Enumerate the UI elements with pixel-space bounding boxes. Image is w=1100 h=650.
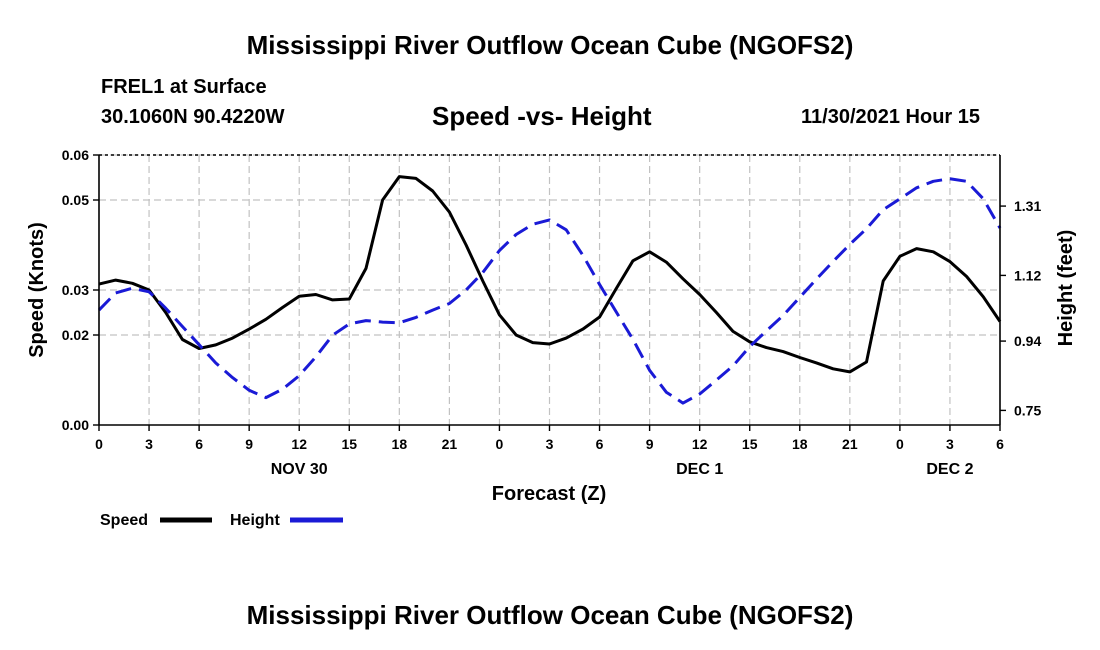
footer-title: Mississippi River Outflow Ocean Cube (NG… (246, 600, 854, 630)
x-tick-label: 9 (245, 436, 253, 452)
station-coordinates: 30.1060N 90.4220W (101, 106, 285, 128)
x-day-label: DEC 1 (676, 461, 723, 478)
main-title: Mississippi River Outflow Ocean Cube (NG… (246, 30, 854, 60)
y-tick-label: 0.03 (62, 282, 89, 298)
x-tick-label: 12 (291, 436, 307, 452)
station-label: FREL1 at Surface (101, 76, 267, 98)
y2-tick-label: 1.12 (1014, 267, 1041, 283)
y2-tick-label: 1.31 (1014, 198, 1041, 214)
chart-title: Speed -vs- Height (432, 101, 652, 131)
x-axis-title: Forecast (Z) (492, 483, 606, 505)
x-tick-label: 0 (95, 436, 103, 452)
x-tick-label: 21 (442, 436, 458, 452)
x-tick-label: 3 (145, 436, 153, 452)
y-tick-label: 0.02 (62, 327, 89, 343)
x-tick-label: 12 (692, 436, 708, 452)
x-tick-label: 15 (742, 436, 758, 452)
legend-label-height: Height (230, 512, 280, 529)
legend-label-speed: Speed (100, 512, 148, 529)
x-tick-label: 0 (896, 436, 904, 452)
x-tick-label: 15 (341, 436, 357, 452)
speed-height-chart: 0 3 6 9 12 15 18 21 0 3 6 9 12 15 18 21 0 3 6 NOV 30 DEC 1 DE… (26, 147, 1077, 529)
x-day-label: DEC 2 (926, 461, 973, 478)
x-tick-label: 0 (496, 436, 504, 452)
x-tick-label: 18 (792, 436, 808, 452)
y-axis-title: Speed (Knots) (26, 222, 48, 358)
y-tick-label: 0.05 (62, 192, 89, 208)
y2-tick-label: 0.94 (1014, 333, 1041, 349)
x-tick-label: 6 (996, 436, 1004, 452)
forecast-datetime: 11/30/2021 Hour 15 (801, 106, 981, 128)
legend: Speed Height (100, 512, 343, 529)
x-tick-label: 9 (646, 436, 654, 452)
grid (99, 154, 1000, 425)
y2-axis-title: Height (feet) (1055, 230, 1077, 347)
x-tick-label: 6 (596, 436, 604, 452)
series-line-height (97, 177, 1002, 405)
x-tick-label: 18 (392, 436, 408, 452)
series-layer (97, 175, 1002, 405)
y-tick-label: 0.06 (62, 147, 89, 163)
x-tick-label: 21 (842, 436, 858, 452)
y2-tick-label: 0.75 (1014, 402, 1041, 418)
y-tick-label: 0.00 (62, 417, 89, 433)
x-tick-label: 3 (546, 436, 554, 452)
tick-layer: 0 3 6 9 12 15 18 21 0 3 6 9 12 15 18 21 0 3 6 NOV 30 DEC 1 DE… (62, 147, 1042, 478)
x-tick-label: 6 (195, 436, 203, 452)
series-line-speed (98, 175, 1002, 374)
x-tick-label: 3 (946, 436, 954, 452)
x-day-label: NOV 30 (271, 461, 328, 478)
